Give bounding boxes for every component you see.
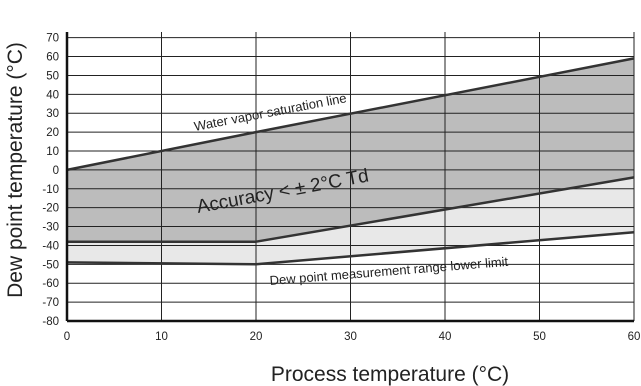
y-tick-label-0: 70	[46, 33, 59, 45]
chart-lines	[66, 57, 635, 266]
y-tick-label-9: -20	[42, 203, 59, 215]
y-tick-label-1: 60	[46, 52, 59, 64]
x-axis-label: Process temperature (°C)	[271, 363, 509, 386]
y-tick-label-7: 0	[53, 165, 59, 177]
x-tick-label-5: 50	[533, 331, 546, 343]
y-tick-label-12: -50	[42, 259, 59, 271]
x-tick-label-4: 40	[439, 331, 452, 343]
y-tick-label-11: -40	[42, 240, 59, 252]
y-tick-label-15: -80	[42, 316, 59, 328]
y-tick-label-3: 40	[46, 89, 59, 101]
x-tick-label-6: 60	[628, 331, 641, 343]
y-tick-label-8: -10	[42, 184, 59, 196]
y-tick-label-4: 30	[46, 108, 59, 120]
chart-axes	[65, 32, 634, 323]
saturation-line	[66, 57, 635, 172]
y-tick-label-2: 50	[46, 70, 59, 82]
x-tick-label-2: 20	[250, 331, 263, 343]
lower-limit-line	[66, 230, 635, 266]
x-tick-label-1: 10	[155, 331, 168, 343]
y-tick-label-13: -60	[42, 278, 59, 290]
y-tick-label-10: -30	[42, 222, 59, 234]
y-tick-label-5: 20	[46, 127, 59, 139]
accuracy-limit-line	[67, 176, 635, 243]
y-tick-label-14: -70	[42, 297, 59, 309]
y-tick-label-6: 10	[46, 146, 59, 158]
y-axis-label: Dew point temperature (°C)	[4, 42, 27, 298]
x-tick-label-3: 30	[344, 331, 357, 343]
chart-tick-labels: 70 60 50 40 30 20 10 0 -10 -20 -30 -40 -50 -60 -70 -80 0…	[42, 33, 640, 343]
x-tick-label-0: 0	[64, 331, 70, 343]
